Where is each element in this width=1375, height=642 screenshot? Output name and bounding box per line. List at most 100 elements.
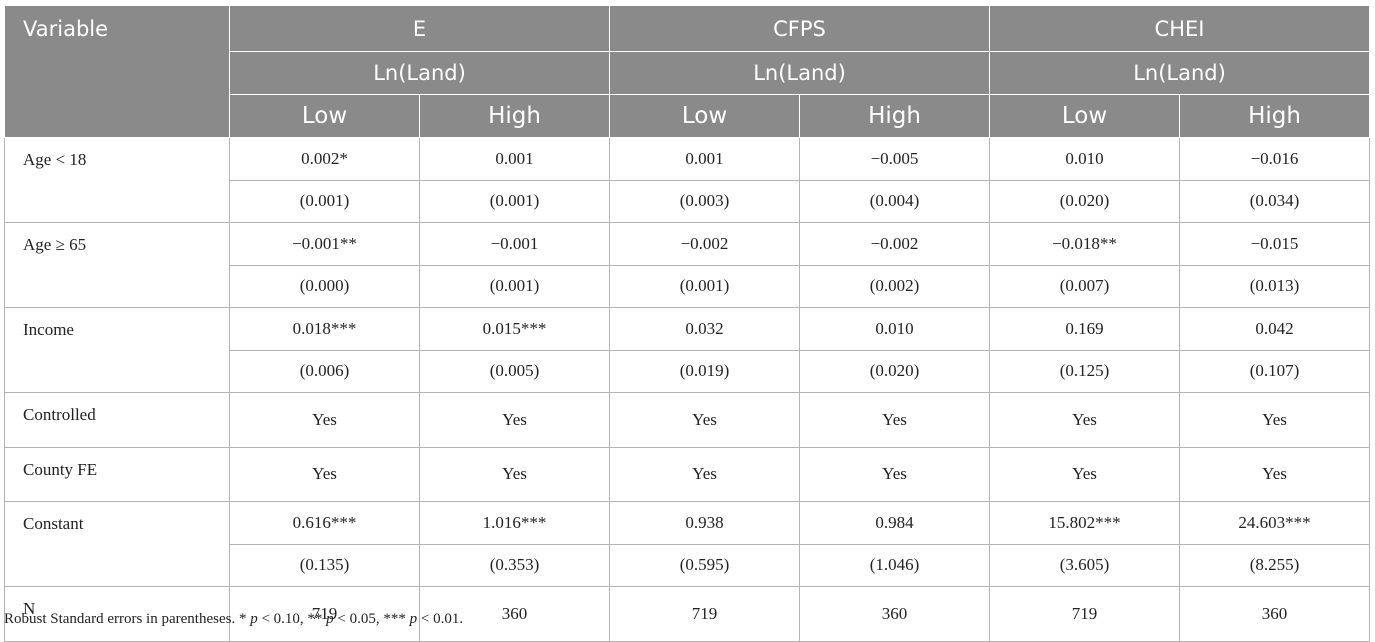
coef-cell: −0.005: [799, 137, 990, 181]
sub-header-chei: Ln(Land): [988, 51, 1371, 95]
coef-cell: 0.032: [609, 307, 800, 351]
coef-cell: −0.016: [1178, 137, 1371, 181]
coef-cell: 0.984: [799, 501, 990, 545]
coef-cell: −0.002: [609, 222, 800, 266]
se-cell: (0.003): [609, 179, 800, 223]
se-cell: (0.034): [1178, 179, 1371, 223]
se-cell: (0.001): [229, 179, 420, 223]
coef-cell: Yes: [1178, 446, 1371, 502]
table-row: Age < 18 0.002* 0.001 0.001 −0.005 0.010 −0.01…: [4, 137, 1371, 223]
coef-cell: Yes: [799, 446, 990, 502]
coef-cell: 719: [989, 586, 1180, 642]
table-row: Income 0.018*** 0.015*** 0.032 0.010 0.169 0.0…: [4, 307, 1371, 393]
col-header-e-low: Low: [229, 94, 420, 138]
coef-cell: 0.616***: [229, 501, 420, 545]
col-header-chei-low: Low: [989, 94, 1180, 138]
row-label: Age < 18: [4, 137, 230, 223]
se-cell: (0.020): [799, 349, 990, 393]
coef-cell: 0.938: [609, 501, 800, 545]
row-label: N: [4, 586, 230, 642]
col-header-cfps-high: High: [799, 94, 990, 138]
col-header-cfps-low: Low: [609, 94, 800, 138]
se-cell: (0.006): [229, 349, 420, 393]
se-cell: (0.019): [609, 349, 800, 393]
se-cell: (0.595): [609, 543, 800, 587]
coef-cell: Yes: [229, 392, 420, 448]
coef-cell: −0.001**: [229, 222, 420, 266]
table-row-se: (0.001) (0.001) (0.003) (0.004) (0.020) (0.03…: [5, 179, 1371, 223]
coef-cell: Yes: [419, 446, 610, 502]
regression-table: Variable E CFPS CHEI Ln(Land) Ln(Land) L…: [4, 5, 1371, 642]
coef-cell: 0.018***: [229, 307, 420, 351]
coef-cell: 1.016***: [419, 501, 610, 545]
se-cell: (0.107): [1178, 349, 1371, 393]
coef-cell: 719: [229, 586, 420, 642]
coef-cell: 0.042: [1178, 307, 1371, 351]
se-cell: (0.002): [799, 264, 990, 308]
table-footnote: Robust Standard errors in parentheses. *…: [4, 611, 464, 627]
coef-cell: 15.802***: [989, 501, 1180, 545]
se-cell: (0.001): [419, 179, 610, 223]
coef-cell: Yes: [609, 392, 800, 448]
row-label: Age ≥ 65: [4, 222, 230, 308]
coef-cell: Yes: [989, 446, 1180, 502]
row-label: Constant: [4, 501, 230, 587]
coef-cell: Yes: [609, 446, 800, 502]
se-cell: (0.007): [989, 264, 1180, 308]
se-cell: (1.046): [799, 543, 990, 587]
table-row-se: (0.135) (0.353) (0.595) (1.046) (3.605) (8.25…: [5, 543, 1371, 587]
coef-cell: Yes: [419, 392, 610, 448]
coef-cell: 0.015***: [419, 307, 610, 351]
table-row-se: (0.006) (0.005) (0.019) (0.020) (0.125) (0.10…: [5, 349, 1371, 393]
table-row: N 719 360 719 360 719 360: [4, 586, 1371, 642]
se-cell: (0.135): [229, 543, 420, 587]
coef-cell: Yes: [229, 446, 420, 502]
table-row: Constant 0.616*** 1.016*** 0.938 0.984 15.802…: [4, 501, 1371, 587]
col-header-chei-high: High: [1178, 94, 1371, 138]
coef-cell: 0.001: [609, 137, 800, 181]
se-cell: (0.004): [799, 179, 990, 223]
coef-cell: 0.001: [419, 137, 610, 181]
table-row: Age ≥ 65 −0.001** −0.001 −0.002 −0.002 −0.018…: [4, 222, 1371, 308]
se-cell: (3.605): [989, 543, 1180, 587]
coef-cell: 24.603***: [1178, 501, 1371, 545]
se-cell: (0.000): [229, 264, 420, 308]
coef-cell: 0.010: [799, 307, 990, 351]
row-label: Controlled: [4, 392, 230, 448]
se-cell: (0.013): [1178, 264, 1371, 308]
coef-cell: Yes: [799, 392, 990, 448]
se-cell: (0.020): [989, 179, 1180, 223]
se-cell: (0.125): [989, 349, 1180, 393]
coef-cell: 360: [419, 586, 610, 642]
table-row-se: (0.000) (0.001) (0.001) (0.002) (0.007) (0.01…: [5, 264, 1371, 308]
col-header-e-high: High: [419, 94, 610, 138]
se-cell: (0.353): [419, 543, 610, 587]
se-cell: (0.001): [609, 264, 800, 308]
se-cell: (8.255): [1178, 543, 1371, 587]
coef-cell: 0.169: [989, 307, 1180, 351]
group-header-cfps: CFPS: [609, 5, 990, 52]
coef-cell: −0.001: [419, 222, 610, 266]
sub-header-cfps: Ln(Land): [609, 51, 990, 95]
coef-cell: −0.015: [1178, 222, 1371, 266]
coef-cell: 0.010: [989, 137, 1180, 181]
coef-cell: −0.002: [799, 222, 990, 266]
group-header-e: E: [229, 5, 610, 52]
coef-cell: −0.018**: [989, 222, 1180, 266]
coef-cell: 360: [1178, 586, 1371, 642]
coef-cell: 360: [799, 586, 990, 642]
coef-cell: Yes: [1178, 392, 1371, 448]
table-row: Controlled Yes Yes Yes Yes Yes Yes: [4, 392, 1371, 448]
coef-cell: 0.002*: [229, 137, 420, 181]
group-header-chei: CHEI: [988, 5, 1371, 52]
table-header: Variable E CFPS CHEI Ln(Land) Ln(Land) L…: [4, 5, 1371, 138]
row-label: County FE: [4, 446, 230, 502]
coef-cell: Yes: [989, 392, 1180, 448]
se-cell: (0.001): [419, 264, 610, 308]
coef-cell: 719: [609, 586, 800, 642]
row-label: Income: [4, 307, 230, 393]
se-cell: (0.005): [419, 349, 610, 393]
table-row: County FE Yes Yes Yes Yes Yes Yes: [4, 446, 1371, 502]
sub-header-e: Ln(Land): [229, 51, 610, 95]
variable-header: Variable: [4, 5, 230, 138]
